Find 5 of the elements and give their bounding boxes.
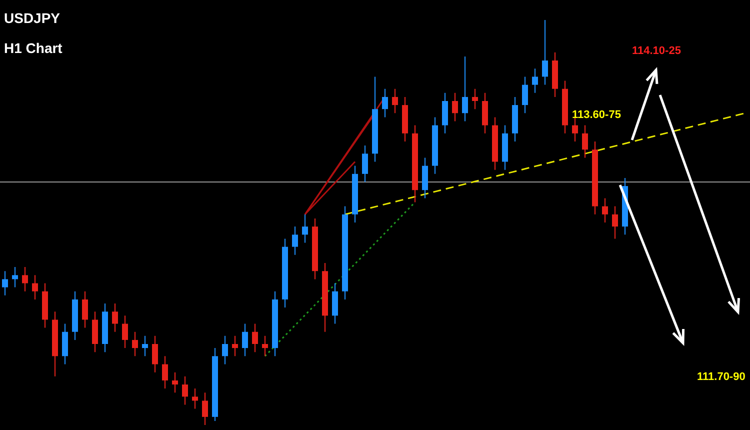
text: H1 Chart bbox=[4, 40, 63, 56]
chart-title: USDJPY bbox=[4, 10, 61, 26]
annotation: 111.70-90 bbox=[697, 371, 746, 383]
annotation: 114.10-25 bbox=[632, 45, 681, 57]
annotation: 113.60-75 bbox=[572, 109, 621, 121]
